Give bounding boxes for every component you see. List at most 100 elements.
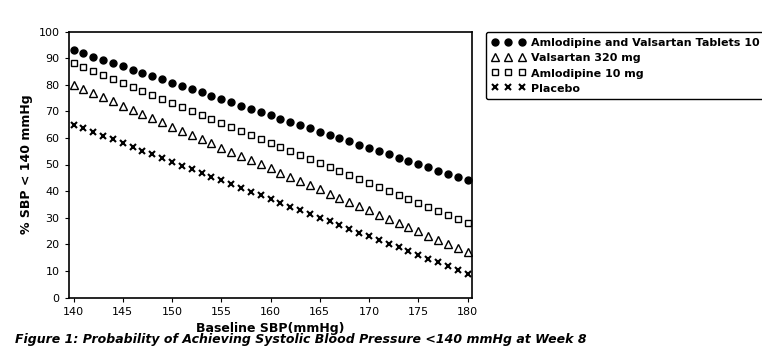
Legend: Amlodipine and Valsartan Tablets 10 mg/320 mg, Valsartan 320 mg, Amlodipine 10 m: Amlodipine and Valsartan Tablets 10 mg/3… (486, 32, 762, 99)
X-axis label: Baseline SBP(mmHg): Baseline SBP(mmHg) (197, 322, 344, 335)
Amlodipine and Valsartan Tablets 10 mg/320 mg (256, 110, 265, 114)
Placebo (246, 190, 255, 194)
Placebo (216, 178, 226, 183)
Placebo (335, 223, 344, 227)
Amlodipine 10 mg (148, 93, 157, 97)
Valsartan 320 mg (394, 221, 403, 225)
Valsartan 320 mg (286, 175, 295, 179)
Amlodipine 10 mg (384, 189, 393, 193)
Placebo (453, 268, 463, 272)
Placebo (128, 145, 137, 149)
Amlodipine and Valsartan Tablets 10 mg/320 mg (226, 100, 235, 104)
Amlodipine 10 mg (286, 149, 295, 153)
Placebo (78, 126, 88, 131)
Amlodipine and Valsartan Tablets 10 mg/320 mg (344, 139, 354, 144)
Amlodipine and Valsartan Tablets 10 mg/320 mg (216, 97, 226, 101)
Valsartan 320 mg (354, 204, 363, 208)
Amlodipine 10 mg (138, 89, 147, 93)
Valsartan 320 mg (216, 146, 226, 150)
Amlodipine and Valsartan Tablets 10 mg/320 mg (463, 178, 472, 183)
Placebo (306, 212, 315, 216)
Amlodipine and Valsartan Tablets 10 mg/320 mg (138, 71, 147, 75)
Valsartan 320 mg (69, 83, 78, 87)
Amlodipine and Valsartan Tablets 10 mg/320 mg (197, 90, 207, 94)
Amlodipine 10 mg (335, 169, 344, 173)
Amlodipine and Valsartan Tablets 10 mg/320 mg (325, 133, 335, 137)
Placebo (354, 231, 363, 235)
Y-axis label: % SBP < 140 mmHg: % SBP < 140 mmHg (20, 95, 33, 234)
Valsartan 320 mg (296, 179, 305, 183)
Amlodipine 10 mg (118, 81, 127, 85)
Valsartan 320 mg (443, 242, 453, 246)
Valsartan 320 mg (306, 183, 315, 187)
Amlodipine 10 mg (187, 109, 197, 113)
Amlodipine 10 mg (266, 141, 275, 145)
Amlodipine and Valsartan Tablets 10 mg/320 mg (187, 87, 197, 91)
Amlodipine and Valsartan Tablets 10 mg/320 mg (98, 58, 107, 62)
Amlodipine 10 mg (344, 173, 354, 177)
Valsartan 320 mg (187, 133, 197, 137)
Amlodipine 10 mg (276, 145, 285, 149)
Placebo (108, 138, 117, 142)
Amlodipine 10 mg (246, 133, 255, 137)
Amlodipine 10 mg (463, 221, 472, 225)
Amlodipine 10 mg (226, 125, 235, 130)
Amlodipine 10 mg (325, 165, 335, 169)
Amlodipine and Valsartan Tablets 10 mg/320 mg (108, 61, 117, 65)
Amlodipine and Valsartan Tablets 10 mg/320 mg (424, 165, 433, 169)
Placebo (148, 152, 157, 156)
Text: Figure 1: Probability of Achieving Systolic Blood Pressure <140 mmHg at Week 8: Figure 1: Probability of Achieving Systo… (15, 334, 587, 346)
Valsartan 320 mg (335, 196, 344, 200)
Placebo (384, 241, 393, 246)
Amlodipine and Valsartan Tablets 10 mg/320 mg (168, 80, 177, 85)
Amlodipine 10 mg (443, 213, 453, 217)
Amlodipine 10 mg (364, 181, 373, 185)
Placebo (364, 234, 373, 238)
Amlodipine and Valsartan Tablets 10 mg/320 mg (315, 130, 325, 134)
Placebo (325, 219, 335, 224)
Placebo (118, 141, 127, 145)
Placebo (187, 167, 197, 172)
Line: Placebo: Placebo (70, 121, 471, 277)
Amlodipine and Valsartan Tablets 10 mg/320 mg (374, 149, 383, 153)
Amlodipine 10 mg (197, 113, 207, 117)
Amlodipine 10 mg (394, 193, 403, 197)
Amlodipine and Valsartan Tablets 10 mg/320 mg (296, 123, 305, 127)
Amlodipine 10 mg (158, 97, 167, 102)
Placebo (276, 201, 285, 205)
Valsartan 320 mg (414, 229, 423, 233)
Amlodipine 10 mg (98, 73, 107, 77)
Valsartan 320 mg (266, 166, 275, 170)
Amlodipine 10 mg (168, 101, 177, 105)
Amlodipine and Valsartan Tablets 10 mg/320 mg (286, 120, 295, 124)
Amlodipine 10 mg (78, 65, 88, 70)
Amlodipine and Valsartan Tablets 10 mg/320 mg (394, 155, 403, 160)
Placebo (394, 245, 403, 250)
Amlodipine and Valsartan Tablets 10 mg/320 mg (118, 64, 127, 69)
Placebo (226, 182, 235, 186)
Placebo (344, 227, 354, 231)
Placebo (98, 134, 107, 138)
Amlodipine 10 mg (404, 197, 413, 201)
Placebo (207, 175, 216, 179)
Amlodipine 10 mg (414, 201, 423, 205)
Valsartan 320 mg (158, 120, 167, 125)
Amlodipine and Valsartan Tablets 10 mg/320 mg (453, 175, 463, 179)
Valsartan 320 mg (256, 162, 265, 166)
Placebo (443, 264, 453, 268)
Amlodipine 10 mg (374, 185, 383, 189)
Placebo (197, 171, 207, 175)
Valsartan 320 mg (207, 141, 216, 146)
Placebo (463, 272, 472, 276)
Placebo (256, 193, 265, 197)
Placebo (138, 148, 147, 153)
Placebo (178, 163, 187, 168)
Placebo (434, 260, 443, 265)
Amlodipine and Valsartan Tablets 10 mg/320 mg (128, 68, 137, 72)
Valsartan 320 mg (374, 212, 383, 217)
Valsartan 320 mg (364, 208, 373, 212)
Placebo (296, 208, 305, 212)
Amlodipine 10 mg (315, 161, 325, 165)
Placebo (168, 160, 177, 164)
Amlodipine 10 mg (128, 85, 137, 90)
